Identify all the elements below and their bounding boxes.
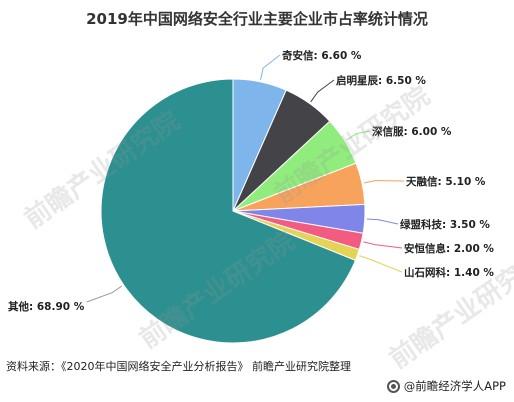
leader-line	[359, 255, 403, 273]
slice-label: 其他: 68.90 %	[8, 300, 85, 313]
leader-line	[260, 54, 281, 81]
source-note: 资料来源：《2020年中国网络安全产业分析报告》 前瞻产业研究院整理	[6, 360, 351, 373]
leader-line	[310, 79, 335, 103]
slice-labels: 奇安信: 6.60 % 启明星辰: 6.50 % 深信服: 6.00 % 天融信: 5…	[8, 49, 494, 313]
leader-line	[86, 285, 123, 303]
chart-title: 2019年中国网络安全行业主要企业市占率统计情况	[86, 10, 428, 28]
app-credit-text: @前瞻经济学人APP	[403, 379, 506, 393]
slice-label: 绿盟科技: 3.50 %	[400, 218, 490, 231]
pie-slice	[100, 78, 357, 344]
slice-label: 启明星辰: 6.50 %	[336, 74, 426, 87]
app-logo-icon	[386, 379, 400, 393]
leader-line	[346, 130, 371, 141]
slice-label: 深信服: 6.00 %	[372, 125, 452, 138]
leader-line	[366, 218, 399, 225]
pie-slices	[100, 78, 366, 344]
app-credit: @前瞻经济学人APP	[386, 378, 506, 394]
slice-label: 山石网科: 1.40 %	[404, 266, 494, 279]
slice-label: 奇安信: 6.60 %	[282, 49, 362, 62]
slice-label: 安恒信息: 2.00 %	[404, 242, 494, 255]
leader-lines	[86, 54, 405, 303]
slice-label: 天融信: 5.10 %	[406, 175, 486, 188]
leader-line	[363, 241, 403, 249]
leader-line	[363, 179, 405, 184]
